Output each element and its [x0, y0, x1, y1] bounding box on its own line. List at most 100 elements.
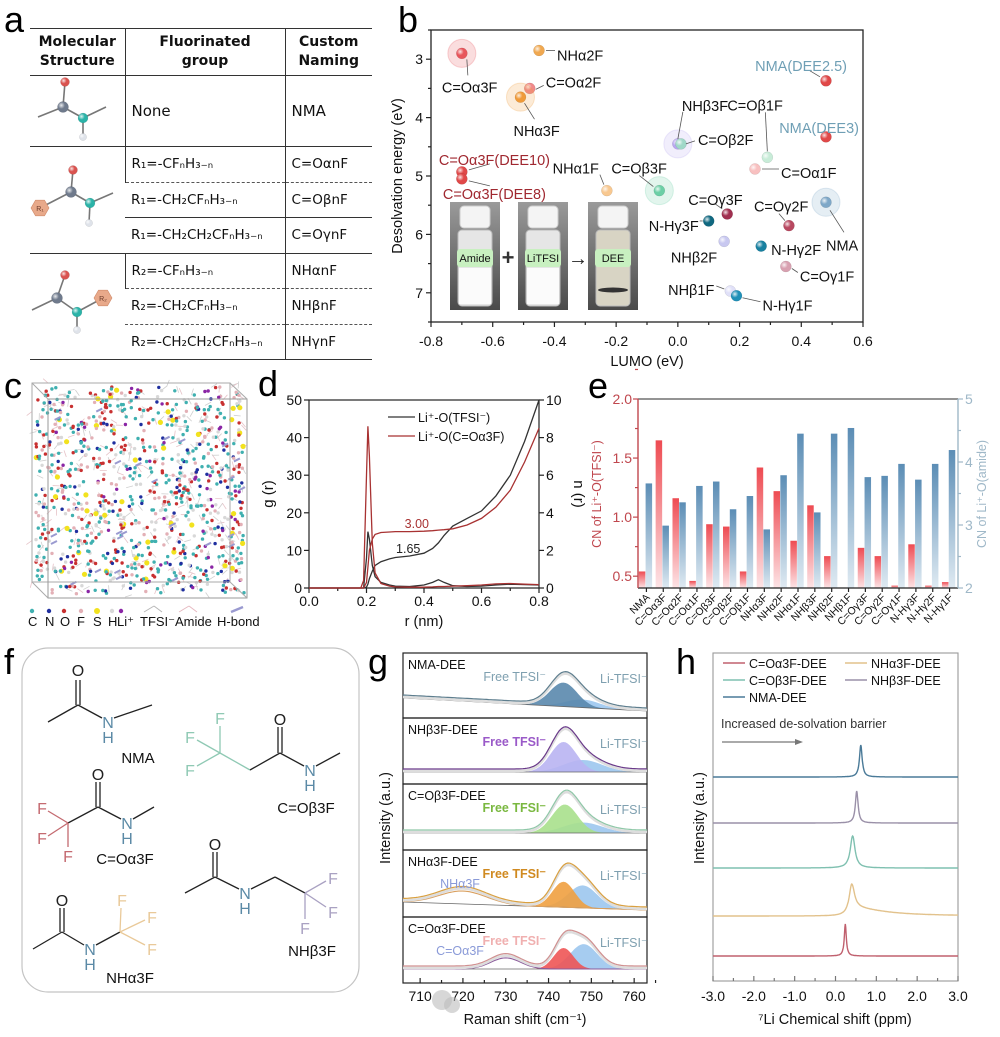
- atom-dot: [209, 527, 213, 531]
- atom-dot: [237, 588, 241, 593]
- atom-dot: [157, 496, 161, 500]
- atom-dot: [37, 502, 41, 506]
- atom-dot: [112, 425, 116, 429]
- molecule-wire: [29, 431, 37, 434]
- atom-dot: [221, 402, 225, 406]
- atom-dot: [230, 546, 234, 550]
- plot-frame: [308, 399, 540, 589]
- molecule-wire: [141, 558, 149, 563]
- atom-dot: [187, 563, 191, 567]
- molecule-wire: [187, 397, 192, 405]
- atom-dot: [60, 507, 64, 511]
- legend-swatch: [178, 605, 190, 613]
- atom-dot: [80, 449, 84, 454]
- molecule-wire: [125, 594, 132, 598]
- atom-dot: [86, 549, 90, 553]
- atom-dot: [185, 428, 189, 433]
- atom-dot: [198, 578, 203, 583]
- data-point: NHα3F: [505, 82, 560, 140]
- atom-dot: [130, 573, 134, 577]
- atom-dot: [111, 509, 115, 513]
- atom-dot: [205, 520, 209, 524]
- molecule-wire: [220, 520, 224, 528]
- atom-dot: [64, 439, 70, 445]
- atom-dot: [220, 467, 224, 471]
- x-tick-label: -0.8: [419, 333, 443, 349]
- nitrogen-label: N: [121, 816, 133, 833]
- atom-dot: [173, 389, 177, 393]
- atom-dot: [237, 570, 242, 574]
- fluorine-label: F: [117, 893, 127, 910]
- panel-label-a: a: [4, 0, 25, 40]
- atom-dot: [112, 465, 116, 469]
- atom-dot: [76, 501, 81, 505]
- atom-dot: [221, 554, 225, 558]
- sample-name: C=Oα3F-DEE: [408, 922, 486, 936]
- point-label: C=Oα2F: [546, 75, 602, 91]
- atom-dot: [206, 451, 211, 456]
- molecule-wire: [204, 419, 212, 423]
- legend-swatch: [61, 608, 67, 614]
- header-fluorinated-group: Fluorinated group: [124, 28, 285, 76]
- atom-dot: [112, 556, 117, 561]
- molecule-wire: [161, 586, 165, 594]
- category-label: NMA: [628, 592, 653, 617]
- atom-dot: [180, 458, 185, 462]
- molecule-wire: [117, 472, 124, 476]
- atom-dot: [165, 582, 169, 586]
- atom-dot: [238, 578, 242, 582]
- group-cell: R₁=-CH₂CFₙH₃₋ₙ: [125, 182, 285, 218]
- atom-dot: [237, 490, 241, 494]
- atom-dot: [198, 431, 202, 436]
- atom-dot: [119, 533, 123, 537]
- molecule-wire: [129, 510, 136, 517]
- h-bond-mark: [120, 530, 128, 536]
- h-bond-mark: [163, 435, 171, 441]
- atom-dot: [144, 580, 149, 585]
- atom-dot: [185, 448, 189, 452]
- atom-dot: [38, 429, 42, 434]
- bond: [61, 931, 85, 946]
- data-point: C=Oα1F: [749, 163, 837, 182]
- point-marker: [820, 131, 832, 143]
- atom-dot: [224, 559, 228, 563]
- barrier-annotation: Increased de-solvation barrier: [721, 717, 886, 731]
- atom-dot: [130, 502, 135, 506]
- atom-dot: [56, 435, 60, 440]
- nmr-spectrum: [713, 744, 958, 778]
- molecule-wire: [55, 452, 63, 454]
- atom-dot: [35, 419, 39, 424]
- wechat-logo-icon: [432, 990, 452, 1010]
- fluorination-naming-table: Molecular Structure Fluorinated group Cust…: [30, 28, 372, 360]
- atom-dot: [99, 400, 104, 404]
- molecule-wire: [224, 534, 230, 541]
- atom-dot: [229, 514, 233, 519]
- y-tick-label: 20: [286, 505, 302, 521]
- x-tick-label: 760: [622, 988, 646, 1004]
- y-tick-label: 6: [415, 226, 423, 242]
- atom-dot: [167, 577, 171, 582]
- vial-label: DEE: [602, 253, 625, 265]
- molecule-wire: [154, 417, 157, 425]
- atom-dot: [120, 575, 125, 579]
- atom-dot: [139, 422, 143, 427]
- atom-dot: [70, 584, 75, 588]
- atom-dot: [230, 478, 234, 482]
- molecule-wire: [236, 398, 241, 406]
- atom-dot: [171, 514, 175, 519]
- molecule-wire: [192, 546, 200, 551]
- data-point: NMA: [811, 187, 859, 254]
- atom-dot: [140, 499, 144, 503]
- molecule-wire: [167, 566, 175, 571]
- atom-dot: [67, 570, 71, 575]
- atom-dot: [218, 411, 223, 416]
- free-tfsi-peak-fill: [403, 948, 647, 969]
- atom-dot: [180, 587, 184, 592]
- atom-dot: [223, 443, 227, 447]
- atom-dot: [94, 523, 98, 527]
- atom-dot: [184, 488, 188, 492]
- molecule-wire: [164, 473, 172, 477]
- atom-dot: [182, 398, 186, 402]
- molecule-wire: [67, 389, 75, 392]
- atom-dot: [34, 537, 38, 542]
